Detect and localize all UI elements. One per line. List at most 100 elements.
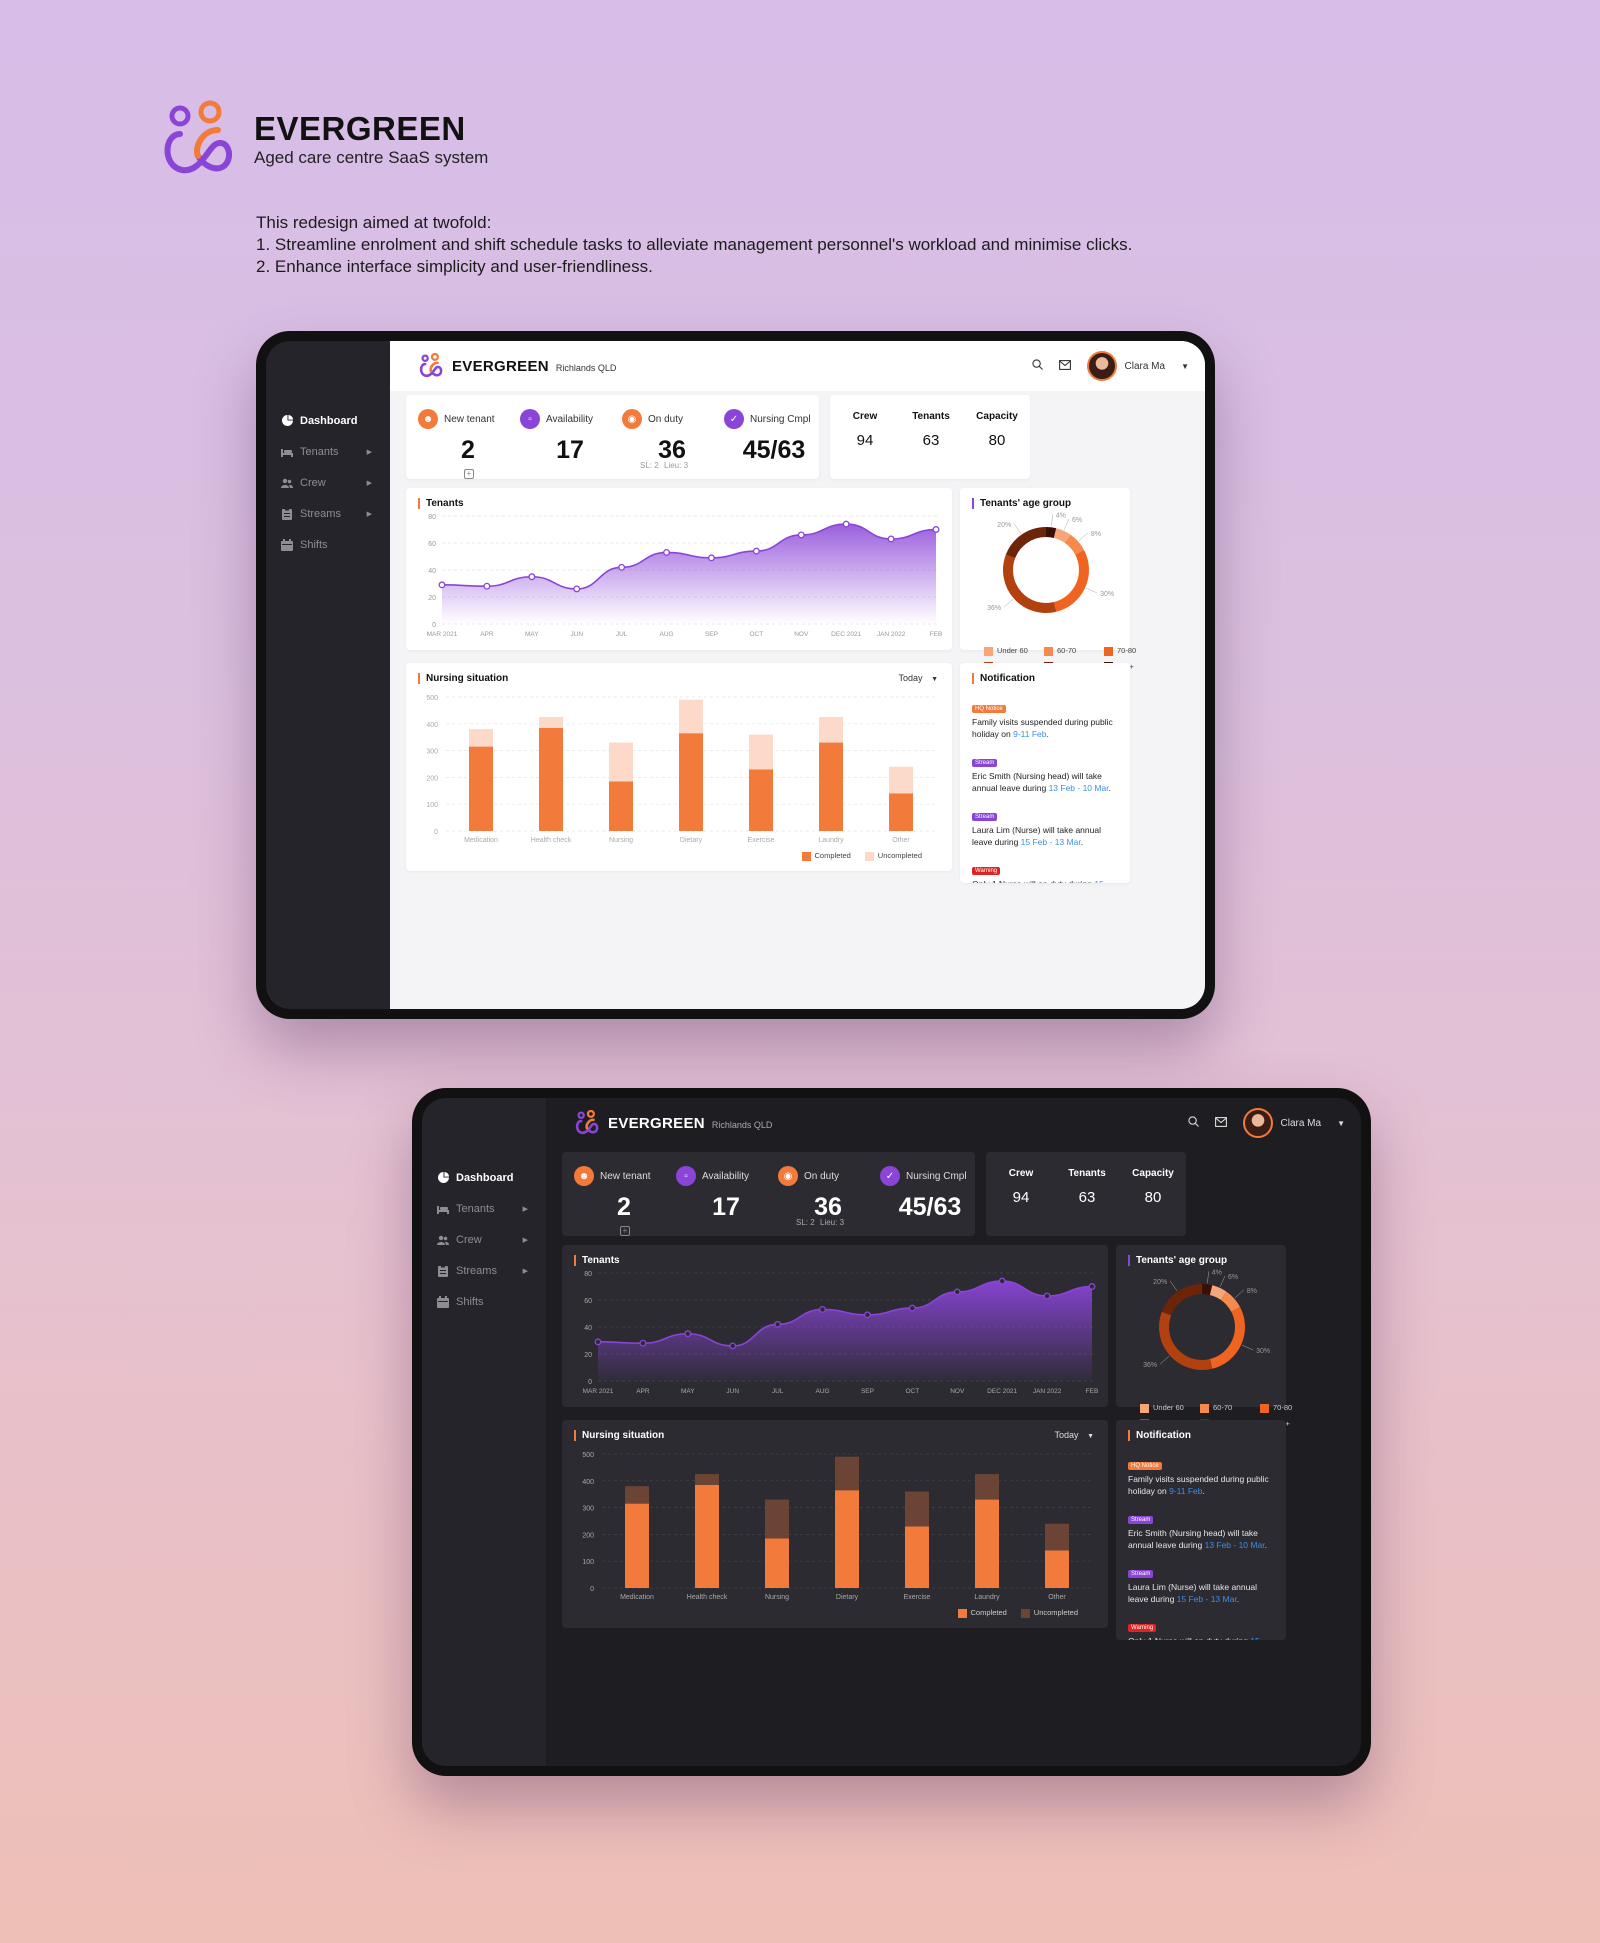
x-tick-label: Exercise [748, 837, 775, 844]
sidebar-item-shifts[interactable]: Shifts [422, 1286, 546, 1317]
notification-date: 13 Feb - 10 Mar [1204, 1540, 1265, 1550]
add-tenant-button[interactable]: + [464, 469, 474, 479]
bar-uncompleted [539, 717, 563, 728]
legend-uncompleted: Uncompleted [864, 851, 922, 861]
notification-item[interactable]: HQ Notice Family visits suspended during … [1128, 1454, 1276, 1497]
summary-crew: Crew 94 [986, 1168, 1056, 1206]
data-point [842, 520, 850, 528]
bar-completed [765, 1538, 789, 1588]
data-point [684, 1330, 692, 1338]
stat-label: On duty [648, 413, 684, 425]
notification-body: Only 1 Nurse will on duty during [1128, 1636, 1250, 1640]
nursing-chart-card: Nursing situation Today ▼ 0 100 200 300 400 5… [562, 1420, 1108, 1628]
notification-item[interactable]: Warning Only 1 Nurse will on duty during … [1128, 1616, 1276, 1640]
user-menu[interactable]: Clara Ma ▼ [1242, 1108, 1345, 1138]
legend-swatch [1020, 1608, 1030, 1618]
x-tick-label: APR [480, 631, 494, 638]
stat-label: Availability [546, 413, 594, 425]
sidebar-item-dashboard[interactable]: Dashboard [266, 405, 390, 436]
x-tick-label: OCT [905, 1388, 919, 1395]
sidebar-item-dashboard[interactable]: Dashboard [422, 1162, 546, 1193]
y-tick-label: 20 [428, 595, 436, 602]
age-donut-chart: 4% 6% 8% 30% 36% 20% [1143, 1269, 1270, 1370]
x-tick-label: Other [1048, 1594, 1066, 1601]
summary-label: Capacity [1132, 1168, 1174, 1179]
bar-completed [975, 1499, 999, 1588]
notification-item[interactable]: Warning Only 1 Nurse will on duty during … [972, 859, 1120, 883]
notification-item[interactable]: Stream Laura Lim (Nurse) will take annual… [972, 805, 1120, 848]
period-select[interactable]: Today ▼ [1055, 1430, 1094, 1440]
period-value: Today [1054, 1430, 1079, 1440]
y-tick-label: 100 [426, 802, 438, 809]
y-tick-label: 500 [426, 695, 438, 702]
donut-slice [1064, 534, 1085, 555]
data-point [908, 1304, 916, 1312]
search-icon[interactable] [1187, 1116, 1199, 1130]
x-tick-label: JUL [616, 631, 628, 638]
sidebar-item-tenants[interactable]: Tenants ▶ [422, 1193, 546, 1224]
x-tick-label: AUG [815, 1388, 829, 1395]
notification-item[interactable]: HQ Notice Family visits suspended during … [972, 697, 1120, 740]
summary-value: 63 [1078, 1189, 1096, 1206]
check-icon: ✓ [880, 1166, 900, 1186]
slice-label: 30% [1100, 591, 1114, 598]
sidebar-item-streams[interactable]: Streams ▶ [266, 498, 390, 529]
sidebar-item-crew[interactable]: Crew ▶ [266, 467, 390, 498]
notification-body: Only 1 Nurse will on duty during [972, 879, 1094, 883]
legend-swatch [1044, 646, 1053, 656]
clipboard-icon [436, 1264, 450, 1278]
add-tenant-button[interactable]: + [620, 1226, 630, 1236]
slice-label: 20% [1153, 1279, 1167, 1286]
notification-item[interactable]: Stream Laura Lim (Nurse) will take annual… [1128, 1562, 1276, 1605]
x-tick-label: Laundry [818, 837, 844, 844]
donut-slice [1209, 1307, 1245, 1369]
y-tick-label: 200 [426, 775, 438, 782]
person-icon: ☻ [418, 409, 438, 429]
sidebar-item-streams[interactable]: Streams ▶ [422, 1255, 546, 1286]
user-name: Clara Ma [1124, 360, 1166, 372]
app-logo [575, 1110, 599, 1135]
topbar-actions: Clara Ma ▼ [1187, 1108, 1345, 1138]
stats-card: ☻ New tenant 2 + ▫ Availability 17 ◉ On dut… [562, 1152, 975, 1236]
bar-completed [749, 769, 773, 831]
sidebar-item-shifts[interactable]: Shifts [266, 529, 390, 560]
chart-title: Nursing situation [418, 673, 508, 684]
bar-completed [539, 727, 563, 831]
nursing-legend: Completed Uncompleted [801, 851, 922, 861]
period-select[interactable]: Today ▼ [899, 673, 938, 683]
mail-icon[interactable] [1058, 359, 1071, 373]
data-point [729, 1342, 737, 1350]
notification-date: 15 Feb - 13 Mar [1176, 1594, 1237, 1604]
tenants-chart-card: Tenants 0 20 40 60 80 MAR 2021 APR MAY JUN JUL AUG… [406, 488, 952, 650]
chart-title: Notification [972, 673, 1035, 684]
x-tick-label: DEC 2021 [987, 1388, 1017, 1395]
summary-card: Crew 94 Tenants 63 Capacity 80 [830, 395, 1030, 479]
legend-label: Under 60 [997, 646, 1028, 655]
y-tick-label: 200 [582, 1532, 594, 1539]
x-tick-label: Medication [620, 1594, 654, 1601]
notification-item[interactable]: Stream Eric Smith (Nursing head) will tak… [1128, 1508, 1276, 1551]
bar-completed [819, 742, 843, 831]
tablet-dark: Dashboard Tenants ▶ Crew ▶ Streams ▶ Shi… [412, 1088, 1371, 1776]
bar-uncompleted [609, 742, 633, 782]
notification-body: Family visits suspended during public ho… [972, 717, 1113, 739]
legend-label: Completed [814, 851, 851, 860]
mail-icon[interactable] [1214, 1116, 1227, 1130]
bed-icon [280, 445, 294, 459]
search-icon[interactable] [1031, 359, 1043, 373]
sidebar-item-crew[interactable]: Crew ▶ [422, 1224, 546, 1255]
age-donut-chart: 4% 6% 8% 30% 36% 20% [987, 512, 1114, 613]
notification-tag: Warning [972, 867, 1001, 875]
user-menu[interactable]: Clara Ma ▼ [1086, 351, 1189, 381]
x-tick-label: Health check [687, 1594, 728, 1601]
slice-label: 4% [1212, 1269, 1222, 1276]
x-tick-label: Dietary [680, 837, 703, 844]
notification-text: Only 1 Nurse will on duty during 15 Feb … [972, 878, 1120, 883]
legend-swatch [864, 851, 874, 861]
y-tick-label: 100 [582, 1559, 594, 1566]
x-tick-label: Dietary [836, 1594, 859, 1601]
notification-tail: . [1236, 1594, 1240, 1604]
notification-item[interactable]: Stream Eric Smith (Nursing head) will tak… [972, 751, 1120, 794]
sidebar-item-tenants[interactable]: Tenants ▶ [266, 436, 390, 467]
eye-icon: ◉ [778, 1166, 798, 1186]
